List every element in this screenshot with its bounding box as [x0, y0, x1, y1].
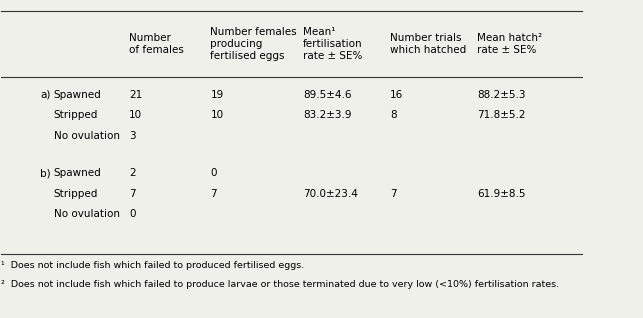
Text: Spawned: Spawned	[53, 90, 102, 100]
Text: 16: 16	[390, 90, 404, 100]
Text: 2: 2	[129, 169, 136, 178]
Text: 70.0±23.4: 70.0±23.4	[303, 189, 358, 199]
Text: Number trials
which hatched: Number trials which hatched	[390, 33, 467, 55]
Text: Mean hatch²
rate ± SE%: Mean hatch² rate ± SE%	[477, 33, 543, 55]
Text: 89.5±4.6: 89.5±4.6	[303, 90, 352, 100]
Text: 10: 10	[210, 110, 224, 120]
Text: 3: 3	[129, 131, 136, 141]
Text: 19: 19	[210, 90, 224, 100]
Text: 7: 7	[210, 189, 217, 199]
Text: 83.2±3.9: 83.2±3.9	[303, 110, 352, 120]
Text: ¹  Does not include fish which failed to produced fertilised eggs.: ¹ Does not include fish which failed to …	[1, 261, 305, 270]
Text: b): b)	[40, 169, 51, 178]
Text: 71.8±5.2: 71.8±5.2	[477, 110, 526, 120]
Text: Number females
producing
fertilised eggs: Number females producing fertilised eggs	[210, 27, 297, 60]
Text: Stripped: Stripped	[53, 110, 98, 120]
Text: Stripped: Stripped	[53, 189, 98, 199]
Text: Mean¹
fertilisation
rate ± SE%: Mean¹ fertilisation rate ± SE%	[303, 27, 363, 60]
Text: Number
of females: Number of females	[129, 33, 184, 55]
Text: 8: 8	[390, 110, 397, 120]
Text: No ovulation: No ovulation	[53, 131, 120, 141]
Text: Spawned: Spawned	[53, 169, 102, 178]
Text: ²  Does not include fish which failed to produce larvae or those terminated due : ² Does not include fish which failed to …	[1, 280, 559, 289]
Text: 21: 21	[129, 90, 142, 100]
Text: No ovulation: No ovulation	[53, 210, 120, 219]
Text: 0: 0	[210, 169, 217, 178]
Text: 61.9±8.5: 61.9±8.5	[477, 189, 526, 199]
Text: a): a)	[41, 90, 51, 100]
Text: 7: 7	[129, 189, 136, 199]
Text: 10: 10	[129, 110, 142, 120]
Text: 7: 7	[390, 189, 397, 199]
Text: 88.2±5.3: 88.2±5.3	[477, 90, 526, 100]
Text: 0: 0	[129, 210, 136, 219]
